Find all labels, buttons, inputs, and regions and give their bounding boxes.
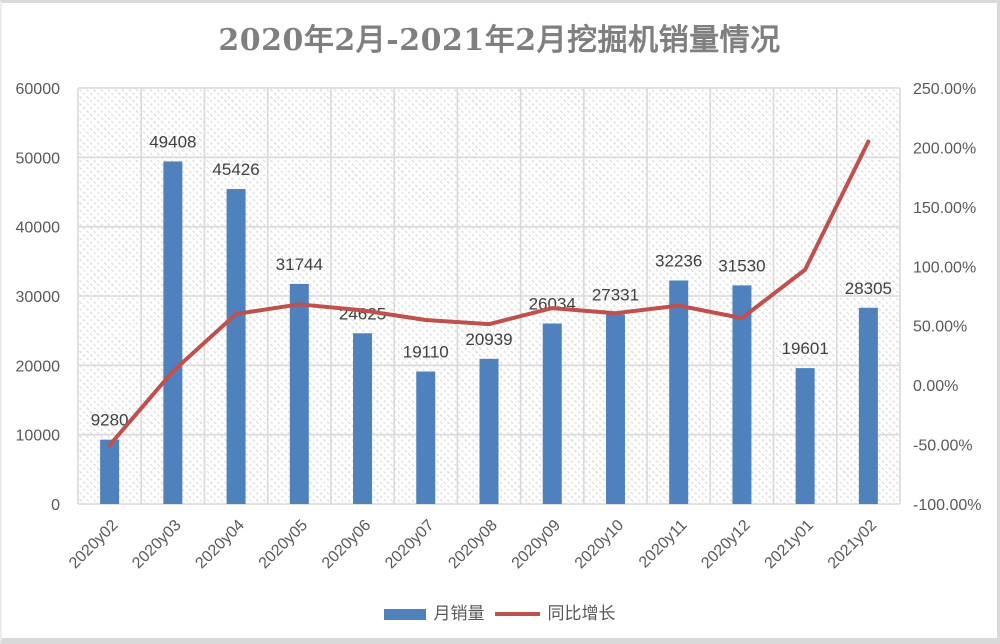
bar-value-label: 49408 xyxy=(149,132,196,151)
x-axis-category-label: 2020y12 xyxy=(698,517,754,573)
bar-value-label: 32236 xyxy=(655,251,702,270)
bar-monthly-sales xyxy=(163,161,183,504)
x-axis-category-label: 2020y11 xyxy=(636,517,691,572)
bar-value-label: 19110 xyxy=(403,343,449,362)
bar-value-label: 31530 xyxy=(718,256,765,275)
y2-axis-tick-label: 250.00% xyxy=(913,81,976,98)
x-axis-category-label: 2020y07 xyxy=(382,517,438,573)
x-axis-category-label: 2020y10 xyxy=(572,517,628,573)
legend-label-yoy-growth: 同比增长 xyxy=(547,604,616,623)
line-series-swatch-icon xyxy=(494,612,540,616)
bar-monthly-sales xyxy=(416,371,436,504)
x-axis-category-label: 2020y03 xyxy=(129,517,185,573)
bar-value-label: 27331 xyxy=(592,286,639,305)
bar-monthly-sales xyxy=(353,333,373,504)
bar-value-label: 45426 xyxy=(212,160,259,179)
y-axis-tick-label: 50000 xyxy=(16,150,61,167)
bar-value-label: 28305 xyxy=(845,279,892,298)
bar-monthly-sales xyxy=(605,314,625,504)
legend-label-monthly-sales: 月销量 xyxy=(433,604,485,623)
y2-axis-tick-label: 0.00% xyxy=(913,378,958,395)
bar-monthly-sales xyxy=(226,189,246,505)
bar-value-label: 31744 xyxy=(276,255,323,274)
bar-monthly-sales xyxy=(669,280,689,504)
y2-axis-tick-label: -50.00% xyxy=(913,438,973,455)
chart-title: 2020年2月-2021年2月挖掘机销量情况 xyxy=(218,23,781,58)
legend-item-yoy-growth: 同比增长 xyxy=(492,602,619,626)
bar-monthly-sales xyxy=(542,323,562,504)
bar-monthly-sales xyxy=(479,358,499,504)
x-axis-category-label: 2020y04 xyxy=(192,517,248,573)
x-axis-category-label: 2020y09 xyxy=(509,517,565,573)
legend-item-monthly-sales: 月销量 xyxy=(381,602,488,626)
x-axis-category-label: 2020y05 xyxy=(256,517,312,573)
yoy-growth-line xyxy=(107,139,871,448)
y-axis-tick-label: 10000 xyxy=(16,428,61,445)
bar-value-label: 19601 xyxy=(782,339,829,358)
y-axis-tick-label: 60000 xyxy=(16,81,61,98)
y2-axis-tick-label: 50.00% xyxy=(913,319,967,336)
bar-monthly-sales xyxy=(100,439,120,504)
y2-axis-tick-label: 150.00% xyxy=(913,200,976,217)
bar-series-swatch-icon xyxy=(383,608,426,620)
bar-monthly-sales xyxy=(795,368,815,504)
x-axis-category-label: 2020y06 xyxy=(319,517,375,573)
bar-value-label: 20939 xyxy=(465,330,512,349)
y-axis-tick-label: 0 xyxy=(51,497,60,514)
y2-axis-tick-label: 200.00% xyxy=(913,140,976,157)
y-axis-tick-label: 30000 xyxy=(16,289,61,306)
bar-value-label: 9280 xyxy=(91,411,129,430)
x-axis-category-label: 2020y08 xyxy=(445,517,501,573)
x-axis-category-label: 2020y02 xyxy=(66,517,122,573)
bar-monthly-sales xyxy=(732,285,752,504)
x-axis-category-label: 2021y01 xyxy=(762,517,818,573)
chart-legend: 月销量 同比增长 xyxy=(2,602,997,626)
x-axis-category-label: 2021y02 xyxy=(825,517,881,573)
y2-axis-tick-label: 100.00% xyxy=(913,259,976,276)
bar-monthly-sales xyxy=(858,307,878,504)
y-axis-tick-label: 40000 xyxy=(16,220,61,237)
y2-axis-tick-label: -100.00% xyxy=(913,497,982,514)
bar-monthly-sales xyxy=(289,283,309,504)
y-axis-tick-label: 20000 xyxy=(16,358,61,375)
